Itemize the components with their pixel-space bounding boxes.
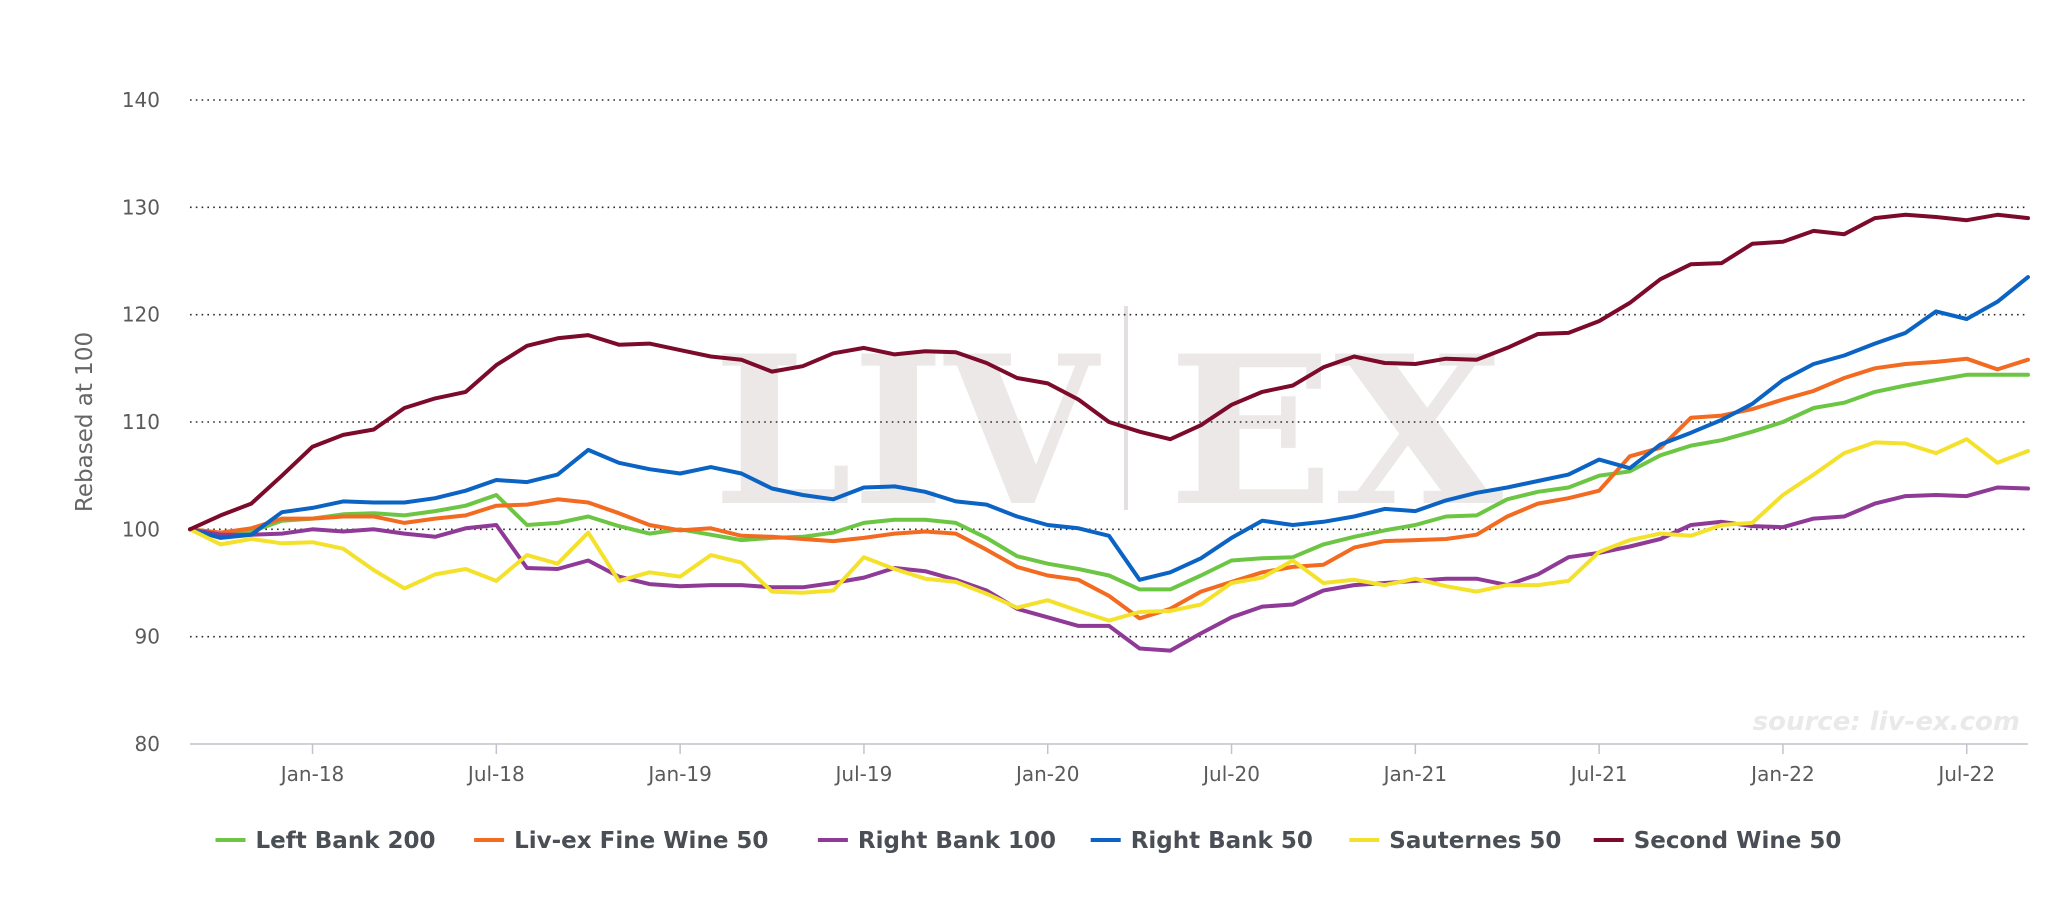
- y-tick-label: 140: [122, 88, 160, 112]
- gridlines: [190, 99, 2028, 638]
- legend-label: Sauternes 50: [1389, 828, 1561, 854]
- legend: Left Bank 200 Liv-ex Fine Wine 50 Right Ba…: [215, 828, 1842, 854]
- x-tick-label: Jul-18: [466, 762, 525, 786]
- series-line-second-wine-50: [188, 212, 2030, 532]
- legend-item-left-bank-200[interactable]: Left Bank 200: [215, 828, 436, 854]
- y-tick-label: 110: [122, 410, 160, 434]
- legend-item-second-wine-50[interactable]: Second Wine 50: [1593, 828, 1842, 854]
- watermark-left: LIV: [713, 312, 1101, 552]
- y-tick-label: 100: [122, 517, 160, 541]
- series-line-left-bank-200: [188, 372, 2030, 592]
- series-line-right-bank-50: [188, 275, 2030, 582]
- legend-label: Liv-ex Fine Wine 50: [514, 828, 768, 854]
- x-tick-label: Jan-21: [1382, 762, 1448, 786]
- legend-label: Right Bank 100: [858, 828, 1056, 854]
- series-lines: [188, 212, 2030, 653]
- x-axis-ticks: Jan-18 Jul-18 Jan-19 Jul-19 Jan-20 Jul-20 Jan-…: [279, 744, 1995, 786]
- y-axis-label: Rebased at 100: [72, 332, 98, 512]
- x-tick-label: Jul-22: [1936, 762, 1995, 786]
- legend-item-right-bank-100[interactable]: Right Bank 100: [817, 828, 1056, 854]
- legend-item-right-bank-50[interactable]: Right Bank 50: [1090, 828, 1313, 854]
- x-tick-label: Jul-20: [1201, 762, 1260, 786]
- y-tick-label: 130: [122, 195, 160, 219]
- y-tick-label: 80: [135, 732, 160, 756]
- y-axis-ticks: 80 90 100 110 120 130 140: [122, 88, 160, 756]
- series-line-right-bank-100: [188, 485, 2030, 653]
- series-line-liv-ex-fine-wine-50: [188, 356, 2030, 621]
- x-tick-label: Jan-19: [646, 762, 712, 786]
- legend-item-sauternes-50[interactable]: Sauternes 50: [1349, 828, 1561, 854]
- legend-item-liv-ex-fine-wine-50[interactable]: Liv-ex Fine Wine 50: [474, 828, 768, 854]
- watermark: LIV EX: [713, 306, 1503, 552]
- legend-label: Left Bank 200: [256, 828, 436, 854]
- x-tick-label: Jul-19: [834, 762, 893, 786]
- y-tick-label: 120: [122, 303, 160, 327]
- series-line-sauternes-50: [188, 437, 2030, 623]
- source-credit: source: liv-ex.com: [1753, 707, 2020, 737]
- y-tick-label: 90: [135, 625, 160, 649]
- x-tick-label: Jan-20: [1014, 762, 1080, 786]
- x-tick-label: Jul-21: [1569, 762, 1628, 786]
- x-tick-label: Jan-18: [279, 762, 345, 786]
- legend-label: Second Wine 50: [1634, 828, 1842, 854]
- legend-label: Right Bank 50: [1131, 828, 1313, 854]
- x-tick-label: Jan-22: [1749, 762, 1815, 786]
- watermark-right: EX: [1168, 312, 1503, 552]
